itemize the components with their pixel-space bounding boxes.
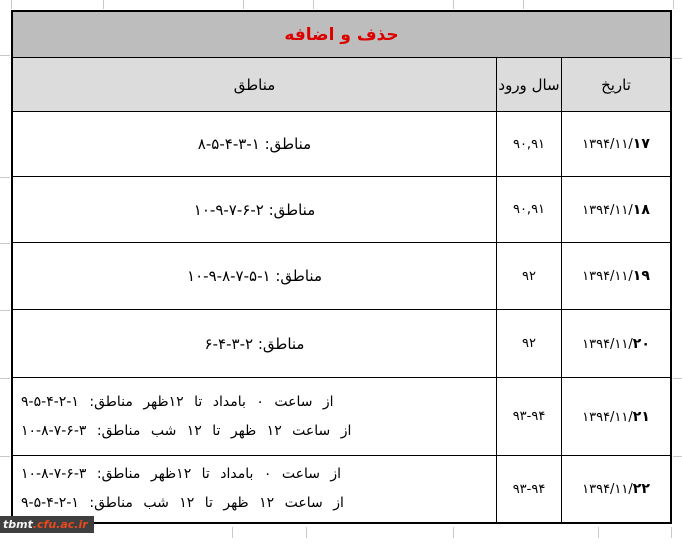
regions-line: از ساعت ۰ بامداد تا ۱۲ظهر مناطق: ۳-۶-۷-۸…	[21, 466, 342, 482]
gridline-stub	[523, 0, 524, 9]
table-header-row: مناطق سال ورود تاریخ	[13, 58, 670, 112]
regions-line: مناطق: ۱-۵-۷-۸-۹-۱۰	[187, 267, 322, 285]
gridline-stub	[0, 456, 10, 457]
regions-line: از ساعت ۱۲ ظهر تا ۱۲ شب مناطق: ۳-۶-۷-۸-۱…	[21, 422, 352, 439]
regions-cell: از ساعت ۰ بامداد تا ۱۲ظهر مناطق: ۱-۲-۴-۵…	[13, 378, 496, 455]
gridline-stub	[673, 58, 682, 59]
date-value: ۱۳۹۴/۱۱/۱۹	[582, 268, 650, 284]
date-cell: ۱۳۹۴/۱۱/۲۲	[561, 456, 670, 522]
date-value: ۱۳۹۴/۱۱/۲۰	[582, 336, 650, 352]
regions-cell: مناطق: ۲-۳-۴-۶	[13, 310, 496, 377]
date-day: ۲۱	[632, 408, 650, 425]
watermark: tbmt .cfu.ac.ir	[0, 516, 94, 533]
regions-cell: مناطق: ۱-۳-۴-۵-۸	[13, 112, 496, 176]
table-title-row: حذف و اضافه	[13, 12, 670, 58]
gridline-stub	[0, 310, 10, 311]
regions-cell: مناطق: ۱-۵-۷-۸-۹-۱۰	[13, 243, 496, 309]
gridline-stub	[0, 378, 10, 379]
date-day: ۱۹	[632, 268, 650, 284]
gridline-stub	[671, 527, 672, 538]
table-row: مناطق: ۱-۳-۴-۵-۸ ۹۰,۹۱ ۱۳۹۴/۱۱/۱۷	[13, 112, 670, 177]
gridline-stub	[0, 55, 10, 56]
regions-line: مناطق: ۱-۳-۴-۵-۸	[197, 135, 312, 153]
gridline-stub	[673, 456, 682, 457]
gridline-stub	[453, 0, 454, 9]
watermark-prefix: tbmt	[3, 518, 33, 531]
date-day: ۲۰	[632, 335, 650, 352]
date-prefix: ۱۳۹۴/۱۱/	[582, 137, 633, 152]
regions-cell: از ساعت ۰ بامداد تا ۱۲ظهر مناطق: ۳-۶-۷-۸…	[13, 456, 496, 522]
table-row: از ساعت ۰ بامداد تا ۱۲ظهر مناطق: ۱-۲-۴-۵…	[13, 378, 670, 456]
table-row: مناطق: ۲-۳-۴-۶ ۹۲ ۱۳۹۴/۱۱/۲۰	[13, 310, 670, 378]
gridline-stub	[243, 0, 244, 9]
entry-year-cell: ۹۰,۹۱	[496, 112, 561, 176]
add-drop-table: حذف و اضافه مناطق سال ورود تاریخ مناطق: …	[11, 10, 672, 524]
entry-year-cell: ۹۲	[496, 310, 561, 377]
entry-year-cell: ۹۳-۹۴	[496, 456, 561, 522]
date-prefix: ۱۳۹۴/۱۱/	[582, 409, 633, 425]
date-cell: ۱۳۹۴/۱۱/۱۸	[561, 177, 670, 242]
gridline-stub	[598, 527, 599, 538]
gridline-stub	[0, 243, 10, 244]
table-row: از ساعت ۰ بامداد تا ۱۲ظهر مناطق: ۳-۶-۷-۸…	[13, 456, 670, 522]
entry-year-cell: ۹۳-۹۴	[496, 378, 561, 455]
date-cell: ۱۳۹۴/۱۱/۱۹	[561, 243, 670, 309]
table-title: حذف و اضافه	[284, 24, 399, 45]
regions-line: مناطق: ۲-۳-۴-۶	[204, 334, 305, 353]
header-cell-regions: مناطق	[233, 75, 276, 94]
date-cell: ۱۳۹۴/۱۱/۲۱	[561, 378, 670, 455]
date-prefix: ۱۳۹۴/۱۱/	[582, 269, 633, 284]
regions-line: از ساعت ۰ بامداد تا ۱۲ظهر مناطق: ۱-۲-۴-۵…	[21, 393, 334, 410]
date-value: ۱۳۹۴/۱۱/۲۲	[582, 481, 650, 497]
regions-line: از ساعت ۱۲ ظهر تا ۱۲ شب مناطق: ۱-۲-۴-۵-۹	[21, 495, 344, 511]
entry-year-cell: ۹۰,۹۱	[496, 177, 561, 242]
gridline-stub	[453, 527, 454, 538]
date-value: ۱۳۹۴/۱۱/۱۸	[582, 202, 650, 218]
date-cell: ۱۳۹۴/۱۱/۱۷	[561, 112, 670, 176]
gridline-stub	[673, 378, 682, 379]
date-prefix: ۱۳۹۴/۱۱/	[582, 336, 633, 352]
date-day: ۱۷	[632, 136, 650, 152]
table-row: مناطق: ۱-۵-۷-۸-۹-۱۰ ۹۲ ۱۳۹۴/۱۱/۱۹	[13, 243, 670, 310]
header-cell-date: تاریخ	[561, 58, 670, 111]
gridline-stub	[0, 177, 10, 178]
regions-cell: مناطق: ۲-۶-۷-۹-۱۰	[13, 177, 496, 242]
regions-line: مناطق: ۲-۶-۷-۹-۱۰	[193, 200, 316, 219]
date-cell: ۱۳۹۴/۱۱/۲۰	[561, 310, 670, 377]
gridline-stub	[313, 0, 314, 9]
gridline-stub	[306, 527, 307, 538]
entry-year-cell: ۹۲	[496, 243, 561, 309]
date-day: ۲۲	[632, 481, 650, 497]
date-value: ۱۳۹۴/۱۱/۲۱	[582, 409, 650, 425]
gridline-stub	[673, 0, 674, 9]
date-prefix: ۱۳۹۴/۱۱/	[582, 202, 633, 218]
header-cell-entry-year: سال ورود	[496, 58, 561, 111]
date-prefix: ۱۳۹۴/۱۱/	[582, 482, 633, 497]
gridline-stub	[232, 527, 233, 538]
date-value: ۱۳۹۴/۱۱/۱۷	[582, 136, 650, 152]
date-day: ۱۸	[632, 201, 650, 218]
watermark-suffix: .cfu.ac.ir	[32, 518, 88, 531]
table-row: مناطق: ۲-۶-۷-۹-۱۰ ۹۰,۹۱ ۱۳۹۴/۱۱/۱۸	[13, 177, 670, 243]
gridline-stub	[11, 0, 12, 9]
gridline-stub	[103, 0, 104, 9]
